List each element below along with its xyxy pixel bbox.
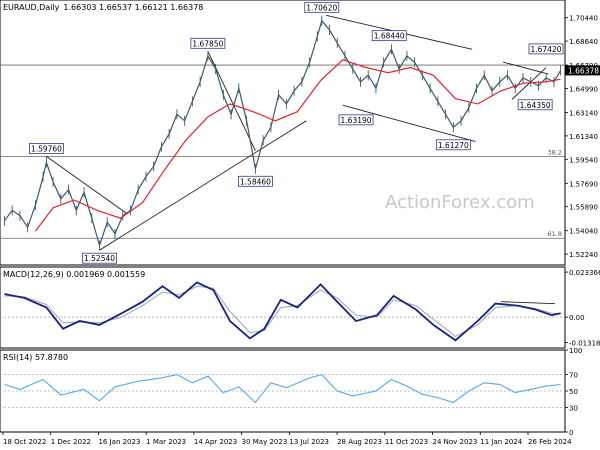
trend-line-6	[511, 67, 547, 100]
date-tick-label: 30 May 2023	[242, 438, 288, 446]
rsi-axis: 100 70 50 30 0	[565, 347, 582, 437]
price-label-3: 1.67420	[528, 43, 564, 55]
price-tick-label: 1.64990	[569, 85, 598, 93]
rsi-tick-label: 50	[569, 388, 578, 396]
price-label-5: 1.63190	[338, 114, 374, 126]
price-tick-label: 1.54040	[569, 228, 598, 236]
date-tick-label: 1 Dec 2022	[51, 438, 91, 446]
price-tick-label: 1.57690	[569, 180, 598, 188]
date-tick-label: 14 Apr 2023	[194, 438, 237, 446]
fib-label-1: 61.8	[548, 230, 562, 238]
price-label-9: 1.52540	[82, 252, 117, 264]
fib-label-0: 38.2	[548, 148, 562, 156]
price-label-text: 1.68440	[374, 32, 405, 41]
rsi-lines	[0, 373, 565, 408]
fib-labels: 38.2 61.8	[548, 148, 562, 238]
price-label-box	[517, 99, 553, 111]
date-tick-label: 16 Jan 2023	[98, 438, 140, 446]
current-price-marker: 1.66378	[565, 65, 600, 76]
price-line	[3, 19, 562, 248]
price-tick-label: 1.70440	[569, 15, 598, 23]
date-tick-label: 11 Jan 2024	[480, 438, 523, 446]
rsi-panel-frame	[0, 349, 566, 433]
moving-average-line	[34, 59, 561, 232]
moving-average	[34, 59, 561, 232]
ohlc-header: 1.66303 1.66537 1.66121 1.66378	[63, 3, 203, 12]
macd-lines	[0, 281, 565, 342]
price-panel-frame	[0, 0, 566, 266]
price-tick-label: 1.63140	[569, 109, 598, 117]
price-label-6: 1.61270	[435, 139, 471, 151]
macd-label: MACD(12,26,9) 0.001969 0.001559	[3, 270, 145, 279]
rsi-tick-label: 70	[569, 372, 578, 380]
symbol-timeframe: EURAUD,Daily	[3, 3, 60, 12]
price-label-0: 1.70620	[304, 1, 340, 13]
price-label-box	[304, 1, 340, 13]
rsi-line	[4, 373, 561, 404]
watermark: ActionForex.com	[385, 192, 535, 213]
price-label-box	[435, 139, 471, 151]
rsi-tick-label: 0	[569, 429, 573, 437]
date-tick-label: 11 Oct 2023	[385, 438, 428, 446]
price-label-text: 1.58460	[240, 177, 271, 186]
price-label-box	[29, 143, 64, 154]
date-tick-label: 26 Feb 2024	[528, 438, 572, 446]
price-tick-label: 1.59540	[569, 156, 598, 164]
rsi-tick-label: 30	[569, 404, 578, 412]
trend-line-0	[46, 156, 127, 214]
price-label-text: 1.61270	[438, 141, 469, 150]
macd-trend-line	[500, 301, 556, 305]
price-label-box	[371, 30, 407, 42]
date-tick-label: 13 Jul 2023	[289, 438, 329, 446]
date-tick-label: 1 Mar 2023	[146, 438, 186, 446]
price-label-box	[238, 175, 273, 187]
date-axis: 18 Oct 2022 1 Dec 2022 16 Jan 2023 1 Mar 20…	[2, 432, 572, 446]
price-label-box	[338, 114, 374, 126]
price-label-text: 1.67420	[530, 45, 561, 54]
price-tick-label: 1.55890	[569, 204, 598, 212]
price-label-text: 1.64350	[520, 101, 551, 110]
macd-tick-label: 0.00	[569, 314, 585, 322]
price-label-text: 1.59760	[31, 144, 62, 153]
price-label-1: 1.67850	[190, 37, 226, 49]
price-label-text: 1.67850	[192, 39, 223, 48]
macd-axis: 0.023366 0.00 -0.013186	[565, 269, 600, 348]
macd-line	[4, 281, 561, 342]
current-price-box	[565, 65, 600, 76]
macd-tick-label: 0.023366	[569, 269, 600, 277]
price-series	[3, 15, 562, 251]
date-tick-label: 24 Nov 2023	[433, 438, 478, 446]
price-label-text: 1.52540	[84, 254, 115, 263]
price-label-text: 1.70620	[306, 3, 337, 12]
price-tick-label: 1.61340	[569, 133, 598, 141]
macd-signal-line	[4, 285, 561, 337]
price-label-7: 1.64350	[517, 99, 553, 111]
trend-line-2	[99, 120, 307, 251]
price-label-box	[82, 252, 117, 264]
price-label-box	[528, 43, 564, 55]
date-tick-label: 18 Oct 2022	[3, 438, 46, 446]
horizontal-lines	[0, 64, 565, 239]
trend-lines	[46, 14, 549, 251]
price-tick-label: 1.68640	[569, 38, 598, 46]
current-price-value: 1.66378	[568, 66, 599, 75]
price-axis: 1.704401.686401.667901.649901.631401.613…	[565, 15, 598, 259]
price-label-2: 1.68440	[371, 30, 407, 42]
date-tick-label: 28 Aug 2023	[337, 438, 382, 446]
price-label-8: 1.58460	[238, 175, 273, 187]
macd-tick-label: -0.013186	[569, 340, 600, 348]
price-label-4: 1.59760	[29, 143, 64, 154]
price-label-text: 1.63190	[341, 116, 372, 125]
rsi-label: RSI(14) 57.8780	[3, 353, 68, 362]
trend-line-4	[342, 104, 476, 143]
price-label-box	[190, 37, 226, 49]
price-tick-label: 1.52240	[569, 251, 598, 259]
chart-title: EURAUD,Daily 1.66303 1.66537 1.66121 1.66…	[3, 3, 203, 12]
price-labels: 1.70620 1.67850 1.68440 1.67420 1.59760 1.631…	[29, 1, 564, 264]
rsi-tick-label: 100	[569, 347, 582, 355]
